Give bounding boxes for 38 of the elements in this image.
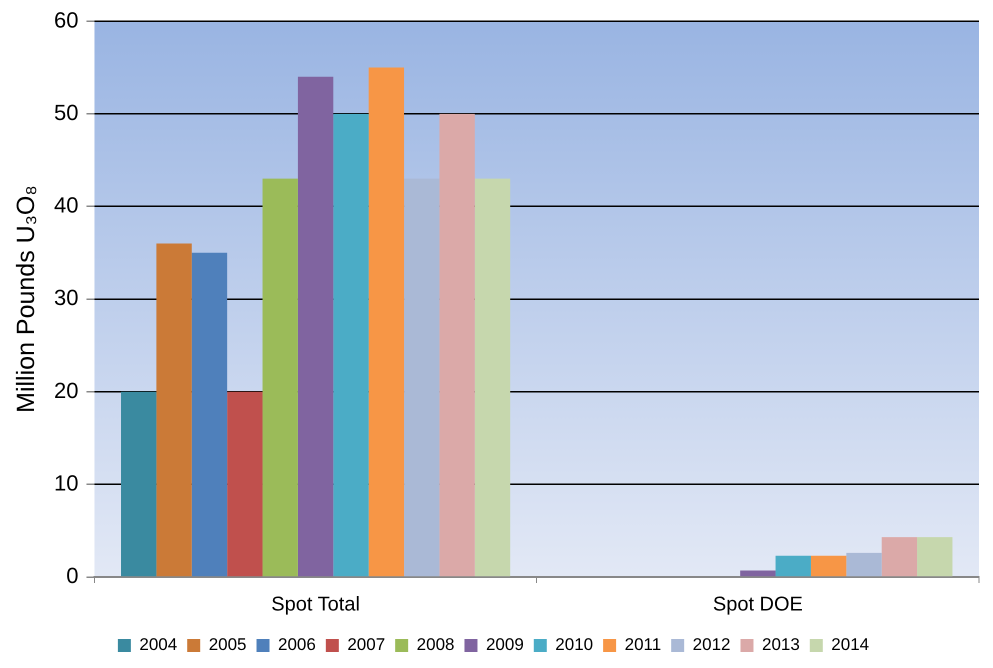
legend-label: 2014 bbox=[831, 635, 870, 654]
legend-label: 2009 bbox=[486, 635, 524, 654]
y-tick-label: 10 bbox=[54, 470, 78, 496]
legend-label: 2013 bbox=[762, 635, 800, 654]
bar bbox=[262, 178, 298, 576]
y-axis-title: Million Pounds U₃O₈ bbox=[12, 185, 40, 413]
bar bbox=[156, 244, 192, 576]
y-tick-label: 50 bbox=[54, 100, 78, 125]
y-tick-label: 40 bbox=[54, 192, 78, 218]
y-tick-label: 60 bbox=[54, 7, 78, 32]
x-tick-label: Spot Total bbox=[271, 594, 360, 616]
y-tick-label: 0 bbox=[66, 563, 78, 588]
bar bbox=[298, 76, 334, 576]
bar bbox=[474, 178, 510, 576]
legend-label: 2011 bbox=[624, 635, 662, 654]
x-tick-label: Spot DOE bbox=[712, 594, 803, 616]
bar bbox=[368, 68, 404, 576]
bar bbox=[439, 114, 475, 576]
bar bbox=[227, 392, 263, 576]
legend-label: 2006 bbox=[278, 635, 316, 654]
bar bbox=[404, 178, 440, 576]
legend-label: 2007 bbox=[347, 635, 386, 654]
y-tick-label: 30 bbox=[54, 285, 78, 310]
bar bbox=[192, 252, 228, 576]
bar bbox=[917, 537, 952, 576]
bar bbox=[846, 552, 882, 576]
legend-label: 2012 bbox=[692, 635, 730, 654]
bar bbox=[740, 570, 776, 576]
legend-label: 2008 bbox=[416, 635, 454, 654]
legend-label: 2010 bbox=[555, 635, 594, 654]
legend-label: 2004 bbox=[139, 635, 178, 654]
y-tick-label: 20 bbox=[54, 378, 78, 403]
bar bbox=[333, 114, 369, 576]
bar bbox=[882, 537, 918, 576]
bar bbox=[776, 556, 811, 576]
legend-label: 2005 bbox=[208, 635, 247, 654]
bar bbox=[121, 392, 156, 576]
bar bbox=[810, 556, 846, 576]
